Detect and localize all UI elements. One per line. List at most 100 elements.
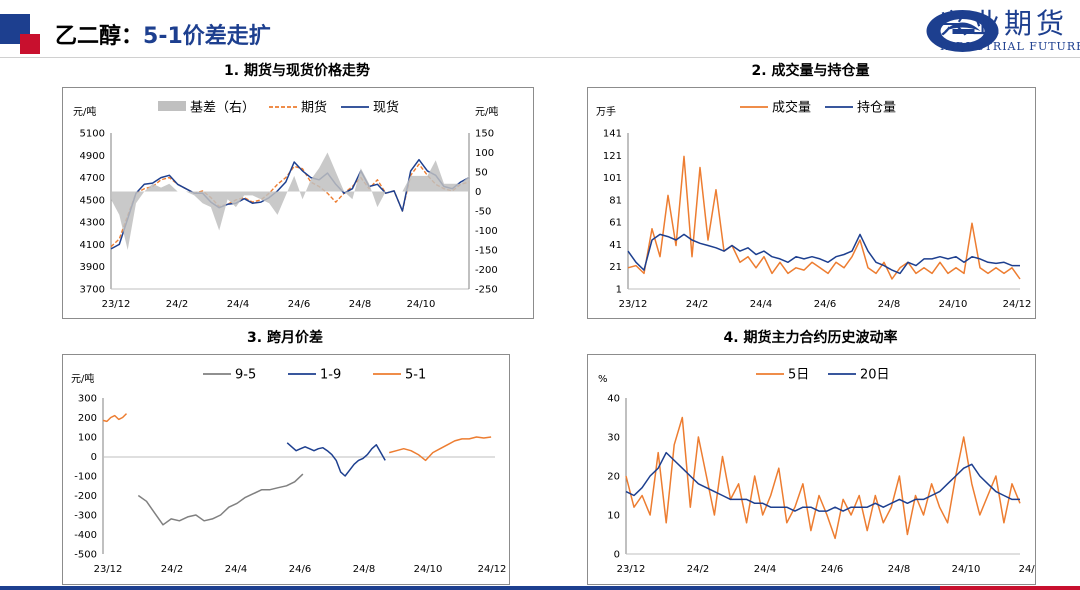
company-name-cn: 兴业期货 (940, 7, 1069, 40)
chart2-ytick-label: 141 (603, 129, 622, 140)
chart1-ytick-label: 4900 (80, 151, 105, 162)
chart1-y2tick-label: -150 (475, 246, 498, 257)
chart1-series-2-line (110, 158, 470, 250)
chart1-y2tick-label: -100 (475, 226, 498, 237)
chart1-legend-label: 期货 (301, 100, 327, 116)
chart1-y2tick-label: 150 (475, 129, 494, 140)
chart1-xtick-label: 24/8 (349, 299, 371, 310)
chart1-y2tick-label: -200 (475, 265, 498, 276)
chart1-ytick-label: 4700 (80, 173, 105, 184)
chart2-series-1-line (627, 155, 1021, 280)
chart3-ytick-label: 200 (78, 413, 97, 424)
chart4-y-unit: % (598, 374, 608, 385)
chart3-panel: 300 200 100 0 -100 -200 -300 -400 -500 元/吨 23/12 24… (62, 354, 510, 585)
chart4-xtick-label: 23/12 (617, 564, 646, 575)
chart2-ytick-label: 41 (609, 240, 622, 251)
chart3-xtick-label: 24/6 (289, 564, 311, 575)
chart2-series-2-line (627, 233, 1020, 275)
chart4-panel: 40 30 20 10 0% 23/12 24/2 24/4 24/6 24/8 24/10 24/1… (587, 354, 1036, 585)
chart1-series-3-area (111, 152, 469, 250)
chart2-ytick-label: 21 (609, 262, 622, 273)
chart3-ytick-label: 100 (78, 433, 97, 444)
chart1-xtick-label: 24/4 (227, 299, 249, 310)
chart1-xtick-label: 24/10 (407, 299, 436, 310)
chart1-legend-label: 基差（右） (190, 101, 255, 116)
chart2-ytick-label: 61 (609, 218, 622, 229)
chart4-ytick-label: 20 (607, 472, 620, 483)
chart2-ytick-label: 101 (603, 173, 622, 184)
chart1-plot: 5100 4900 4700 4500 4300 4100 3900 3700 元/吨 23/12… (73, 100, 498, 311)
chart1-y2tick-label: 0 (475, 187, 481, 198)
chart3-title: 3. 跨月价差 (247, 330, 323, 346)
chart4-title: 4. 期货主力合约历史波动率 (723, 330, 898, 346)
chart4-ytick-label: 40 (607, 394, 620, 405)
chart3-ytick-label: -200 (74, 491, 97, 502)
chart4-series-1-line (625, 416, 1021, 540)
chart4-xtick-label: 24/10 (952, 564, 981, 575)
chart1-panel: 5100 4900 4700 4500 4300 4100 3900 3700 元/吨 23/12… (62, 87, 534, 319)
chart2-xtick-label: 24/12 (1003, 299, 1032, 310)
chart3-legend-label: 1-9 (320, 368, 341, 383)
chart4-xtick-label: 24/6 (821, 564, 843, 575)
chart1-y2-unit: 元/吨 (475, 105, 498, 118)
page-title-accent: 5-1价差走扩 (143, 24, 271, 49)
chart1-y2tick-label: -50 (475, 207, 491, 218)
chart3-series-2-line (286, 442, 386, 477)
chart2-legend-label: 成交量 (772, 100, 811, 116)
chart4-ytick-label: 30 (607, 433, 620, 444)
chart1-ytick-label: 3700 (80, 285, 105, 296)
chart3-plot: 300 200 100 0 -100 -200 -300 -400 -500 元/吨 23/12 24… (71, 368, 507, 576)
logo-square-red (20, 34, 40, 54)
chart4-xtick-label: 24/4 (754, 564, 776, 575)
chart2-plot: 141 121 101 81 61 41 21 1 万手 23/12 24/2 24/4 24/6 24/… (596, 100, 1032, 311)
chart2-xtick-label: 24/2 (686, 299, 708, 310)
chart1-legend-label: 现货 (373, 100, 399, 116)
chart1-y2tick-label: 100 (475, 148, 494, 159)
chart4-xtick-label: 24/8 (888, 564, 910, 575)
chart4-xtick-label: 24/2 (687, 564, 709, 575)
chart2-title: 2. 成交量与持仓量 (751, 63, 870, 79)
chart3-ytick-label: -100 (74, 472, 97, 483)
chart3-xtick-label: 24/12 (478, 564, 507, 575)
chart3-xtick-label: 24/2 (161, 564, 183, 575)
chart3-series-4-line (389, 436, 492, 462)
chart1-ytick-label: 4500 (80, 195, 105, 206)
chart1-xtick-label: 23/12 (102, 299, 131, 310)
chart3-xtick-label: 24/8 (353, 564, 375, 575)
chart4-plot: 40 30 20 10 0% 23/12 24/2 24/4 24/6 24/8 24/10 24/1… (598, 368, 1035, 576)
chart1-title: 1. 期货与现货价格走势 (224, 63, 370, 79)
chart1-ytick-label: 5100 (80, 129, 105, 140)
chart1-ytick-label: 4300 (80, 218, 105, 229)
footer-bar-accent (940, 586, 1080, 590)
chart2-xtick-label: 24/8 (878, 299, 900, 310)
chart1-ytick-label: 4100 (80, 240, 105, 251)
page-title-prefix: 乙二醇： (55, 24, 144, 49)
chart4-ytick-label: 10 (607, 511, 620, 522)
chart3-y-unit: 元/吨 (71, 372, 94, 385)
company-logo-icon (926, 10, 999, 52)
chart4-xtick-label: 24/12 (1019, 564, 1035, 575)
chart3-series-1-line (137, 473, 304, 526)
chart3-ytick-label: 0 (91, 452, 97, 463)
chart1-xtick-label: 24/6 (288, 299, 310, 310)
chart2-panel: 141 121 101 81 61 41 21 1 万手 23/12 24/2 24/4 24/6 24/… (587, 87, 1036, 319)
chart2-xtick-label: 24/4 (750, 299, 772, 310)
chart3-xtick-label: 24/10 (414, 564, 443, 575)
chart1-legend-swatch (158, 101, 186, 111)
chart3-xtick-label: 24/4 (225, 564, 247, 575)
chart3-series-3-line (102, 413, 128, 423)
chart4-series-2-line (625, 451, 1020, 512)
chart1-ytick-label: 3900 (80, 262, 105, 273)
page-title: 乙二醇：5-1价差走扩 (55, 18, 271, 50)
footer-bar (0, 586, 1080, 590)
chart1-y2tick-label: -250 (475, 285, 498, 296)
chart3-legend-label: 9-5 (235, 368, 256, 383)
chart2-ytick-label: 1 (616, 285, 622, 296)
chart3-ytick-label: 300 (78, 394, 97, 405)
chart3-xtick-label: 23/12 (94, 564, 123, 575)
company-name-en: INDUSTRIAL FUTURES (940, 40, 1080, 53)
chart1-y-unit: 元/吨 (73, 105, 96, 118)
chart4-ytick-label: 0 (614, 550, 620, 561)
chart3-ytick-label: -500 (74, 550, 97, 561)
chart3-ytick-label: -300 (74, 511, 97, 522)
